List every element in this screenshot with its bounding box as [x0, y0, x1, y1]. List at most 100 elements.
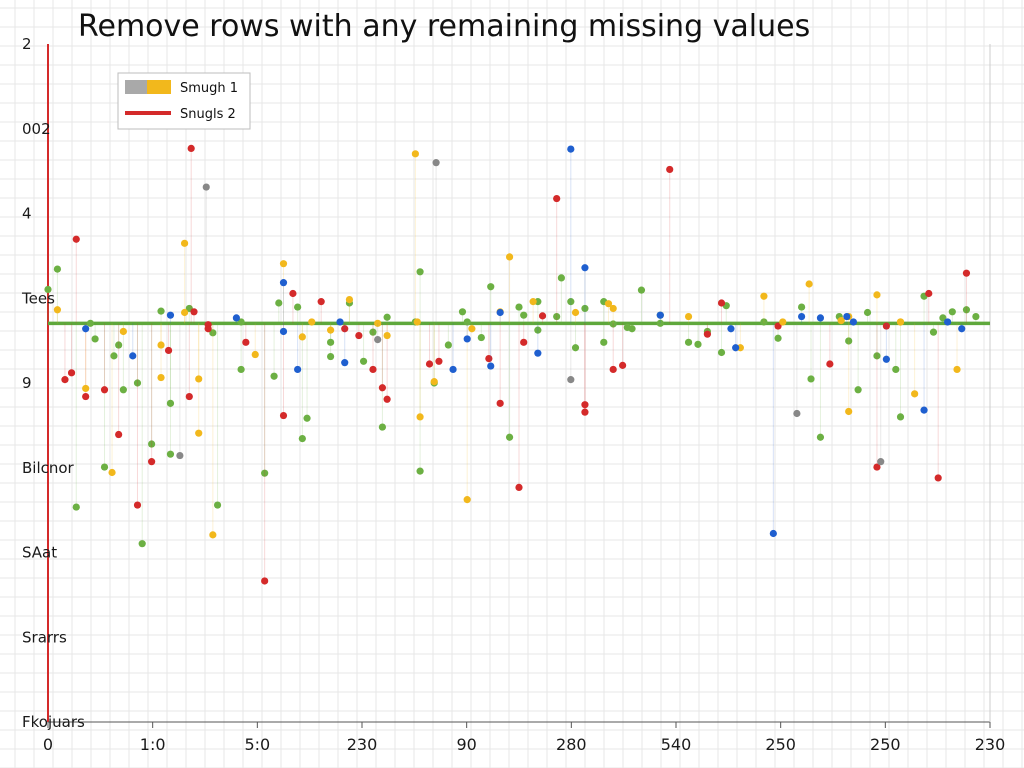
data-point-green	[962, 306, 971, 314]
y-tick-label: 2	[22, 35, 32, 53]
data-point-red	[133, 501, 142, 509]
data-point-green	[600, 338, 608, 346]
data-point-red	[435, 357, 443, 365]
data-point-yellow	[430, 378, 438, 386]
data-point-green	[609, 320, 617, 328]
data-point-blue	[920, 406, 928, 414]
data-point-green	[416, 268, 424, 276]
x-tick-label: 230	[347, 735, 378, 754]
data-point-yellow	[760, 292, 768, 300]
data-point-yellow	[896, 318, 905, 326]
data-point-yellow	[383, 331, 391, 340]
data-point-green	[298, 434, 306, 443]
data-point-yellow	[308, 318, 316, 326]
data-point-red	[619, 361, 627, 369]
legend-label-2: Snugls 2	[180, 107, 236, 122]
data-point-red	[873, 463, 881, 471]
data-point-yellow	[463, 496, 471, 504]
data-point-blue	[496, 308, 504, 317]
data-point-green	[166, 450, 175, 458]
data-point-blue	[294, 365, 302, 374]
data-point-red	[925, 289, 933, 298]
data-point-green	[774, 334, 782, 342]
data-point-red	[190, 308, 198, 316]
data-point-yellow	[873, 291, 881, 299]
data-point-green	[86, 319, 94, 327]
data-point-blue	[732, 344, 740, 352]
x-tick-label: 5:0	[244, 735, 270, 754]
data-point-red	[826, 360, 834, 368]
data-point-green	[534, 326, 542, 334]
data-point-blue	[798, 312, 806, 321]
data-point-blue	[727, 325, 735, 333]
data-point-yellow	[195, 429, 203, 437]
data-point-red	[520, 338, 528, 346]
data-point-yellow	[157, 373, 165, 382]
data-point-green	[656, 319, 664, 327]
data-point-green	[477, 333, 485, 342]
data-point-green	[896, 413, 905, 421]
data-point-green	[463, 318, 471, 326]
data-point-yellow	[298, 333, 306, 341]
data-points	[44, 144, 980, 585]
data-point-yellow	[609, 304, 617, 313]
data-point-yellow	[180, 239, 189, 247]
x-tick-label: 1:0	[140, 735, 166, 754]
data-point-yellow	[195, 375, 203, 383]
data-point-red	[383, 395, 391, 403]
data-point-green	[807, 375, 815, 383]
data-point-yellow	[209, 531, 217, 539]
y-tick-label: Fkojuars	[22, 713, 85, 731]
data-point-green	[929, 328, 938, 336]
data-point-red	[553, 194, 561, 203]
data-point-red	[67, 369, 76, 377]
data-point-green	[275, 299, 283, 307]
data-point-green	[939, 314, 947, 322]
data-point-blue	[958, 325, 966, 333]
data-point-green	[873, 352, 881, 360]
y-tick-label: Srarrs	[22, 628, 67, 646]
y-tick-label: 002	[22, 120, 51, 138]
chart-title: Remove rows with any remaining missing v…	[78, 9, 810, 44]
data-point-red	[72, 235, 80, 243]
x-tick-label: 90	[456, 735, 476, 754]
data-point-red	[581, 408, 589, 416]
data-point-yellow	[684, 312, 693, 321]
data-point-green	[294, 303, 302, 311]
data-point-blue	[232, 314, 240, 322]
data-point-yellow	[805, 280, 813, 288]
data-point-green	[53, 265, 62, 273]
data-point-green	[972, 312, 980, 321]
y-tick-label: 9	[22, 374, 32, 392]
data-point-yellow	[108, 468, 116, 477]
data-point-red	[100, 386, 109, 394]
legend-swatch-gray	[125, 80, 147, 94]
data-point-green	[72, 503, 80, 511]
data-point-blue	[534, 349, 542, 357]
data-point-blue	[82, 325, 90, 333]
data-point-yellow	[779, 318, 787, 326]
data-point-red	[882, 322, 890, 330]
data-point-green	[567, 298, 575, 306]
data-point-yellow	[505, 253, 514, 261]
data-point-red	[115, 430, 123, 439]
data-point-red	[355, 331, 363, 340]
data-point-yellow	[953, 365, 961, 374]
data-point-green	[100, 463, 109, 471]
legend-swatch-yellow	[147, 80, 171, 94]
y-tick-label: Bilcnor	[22, 459, 75, 477]
data-point-yellow	[604, 300, 613, 308]
data-point-green	[44, 285, 52, 294]
data-point-green	[854, 386, 862, 394]
data-point-red	[485, 354, 493, 363]
data-point-blue	[129, 352, 137, 360]
data-point-blue	[166, 311, 175, 319]
data-point-yellow	[345, 296, 354, 304]
legend-label-1: Smugh 1	[180, 81, 238, 96]
data-point-blue	[341, 359, 349, 367]
data-point-green	[845, 337, 853, 345]
data-point-yellow	[845, 407, 853, 416]
data-point-green	[91, 335, 99, 343]
data-point-red	[61, 376, 69, 384]
